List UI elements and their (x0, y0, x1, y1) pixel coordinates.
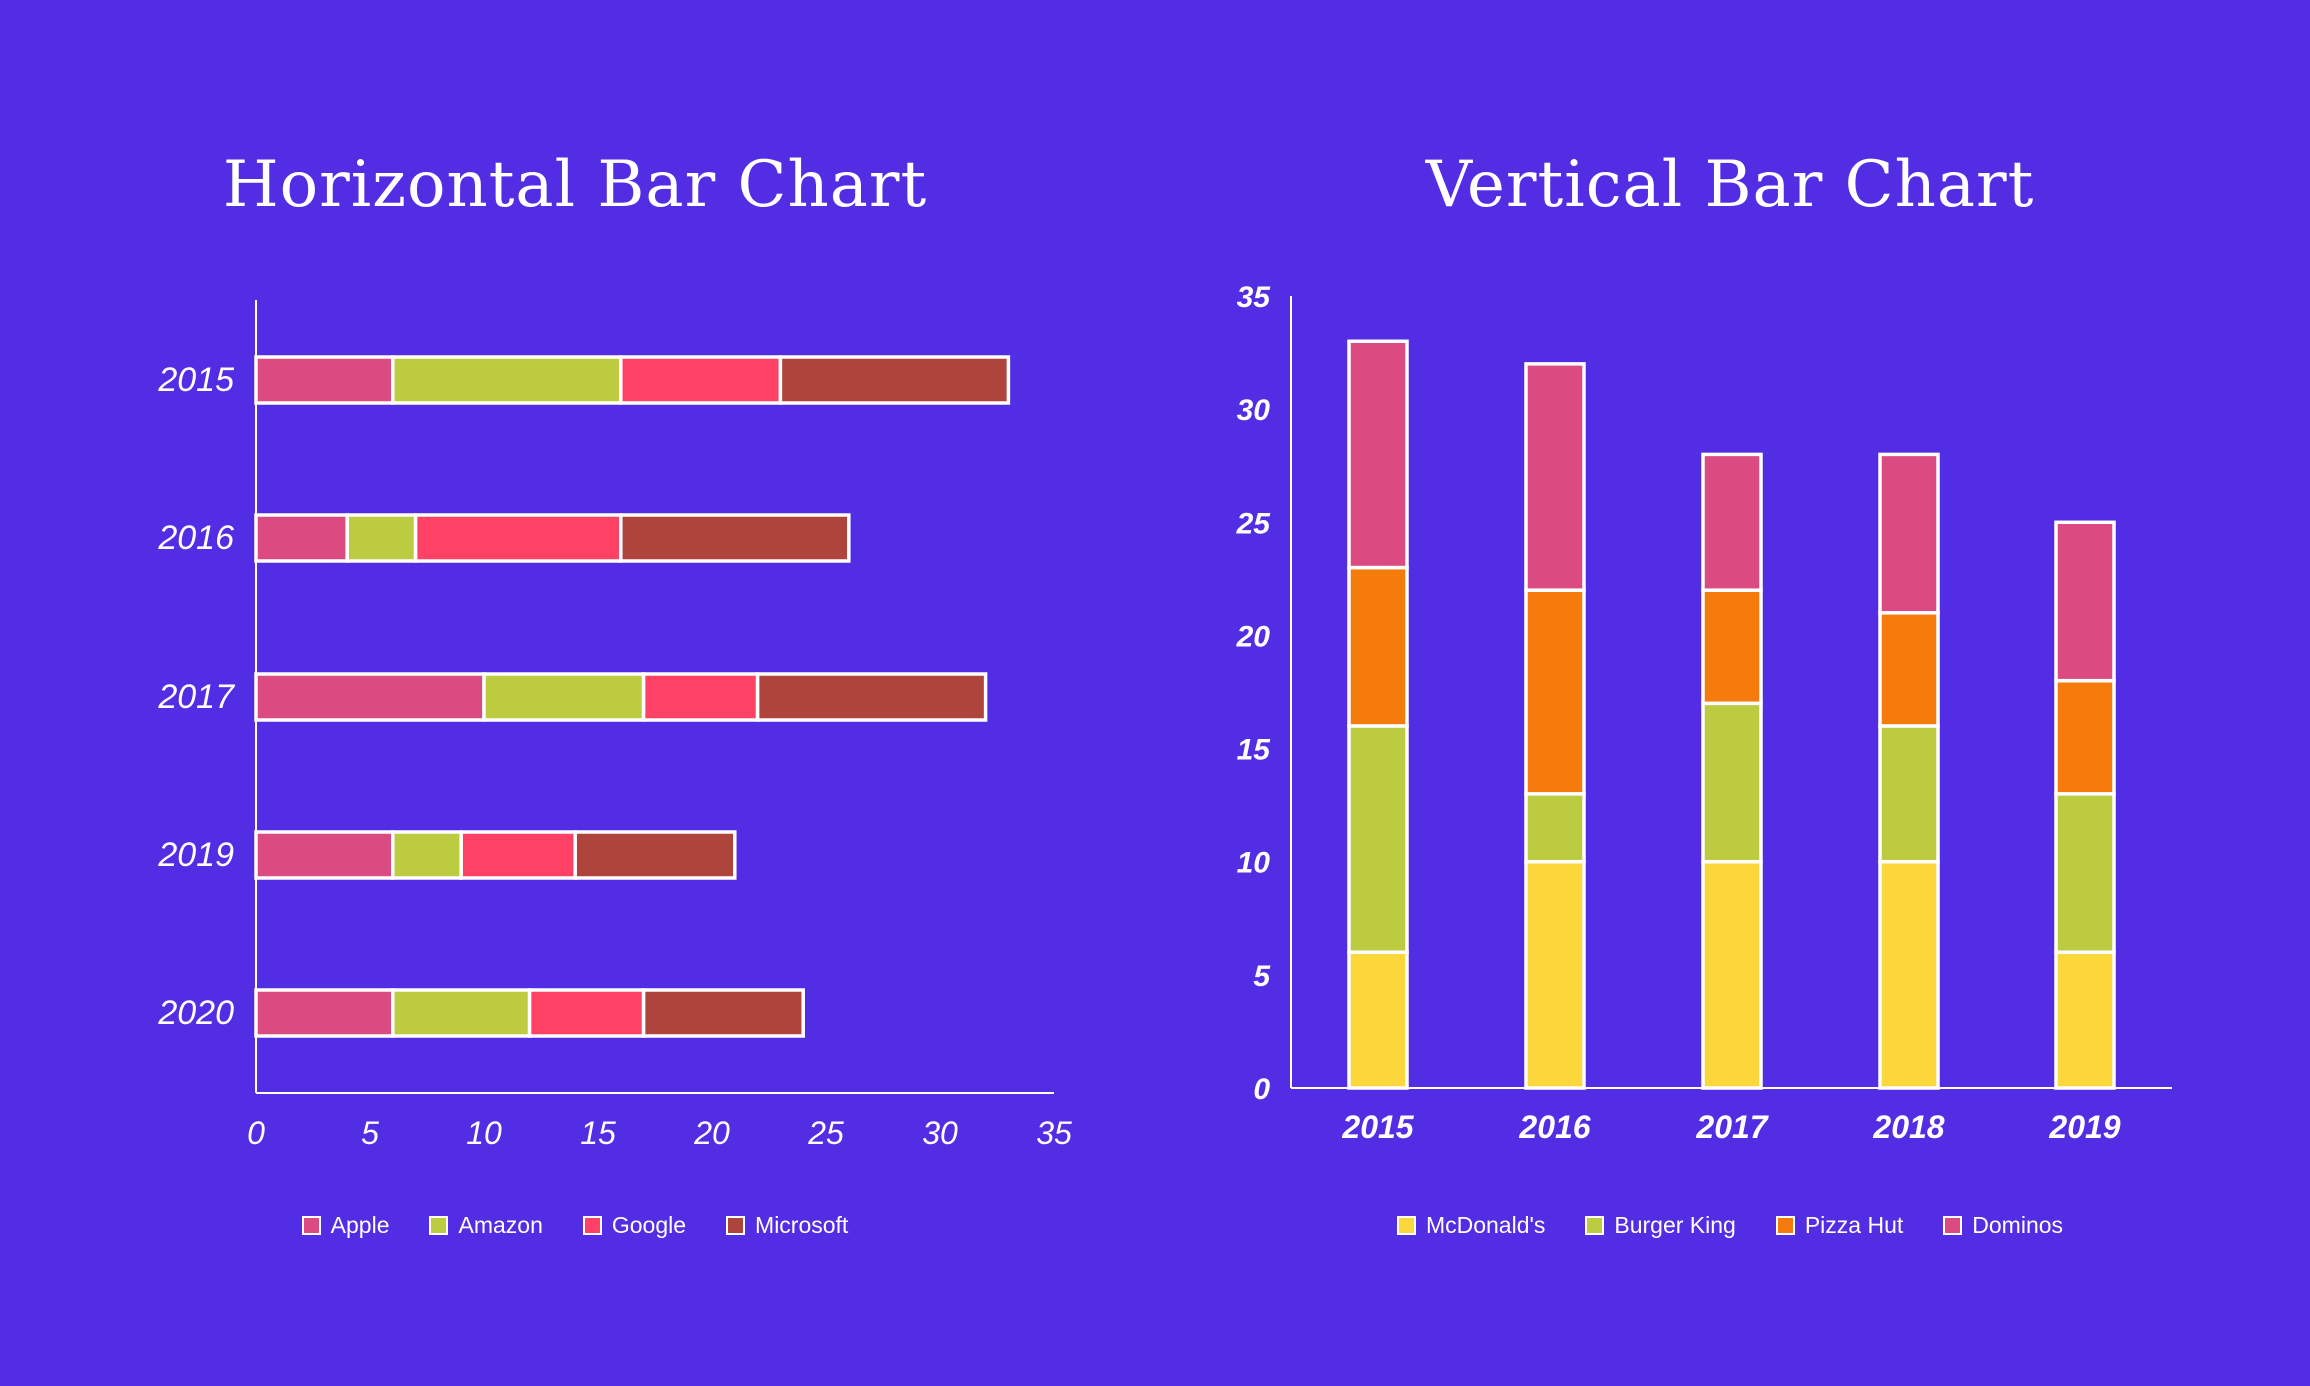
chart-title: Horizontal Bar Chart (222, 148, 928, 222)
bar-segment-apple (254, 988, 395, 1038)
bar-segment-burger-king (2054, 792, 2116, 954)
bar-segment-dominos (1701, 452, 1763, 592)
bar-segment-amazon (482, 672, 646, 722)
bar-segment-pizza-hut (1878, 611, 1940, 728)
legend-item-google: Google (582, 1212, 687, 1239)
x-tick-label: 15 (580, 1115, 616, 1151)
legend-swatch (726, 1216, 746, 1235)
x-tick-label: 2018 (1872, 1109, 1944, 1145)
bar-segment-dominos (1878, 452, 1940, 615)
legend-swatch (582, 1216, 602, 1235)
bar-segment-microsoft (573, 830, 737, 880)
y-tick-label: 2016 (157, 519, 234, 557)
y-tick-label: 25 (1236, 507, 1272, 540)
y-tick-label: 2019 (157, 836, 234, 874)
y-tick-label: 2020 (157, 994, 234, 1032)
bar-segment-microsoft (778, 355, 1011, 405)
bar-segment-microsoft (641, 988, 805, 1038)
bar-segment-apple (254, 513, 349, 563)
bar-segment-google (413, 513, 623, 563)
bar-segment-google (527, 988, 646, 1038)
legend-item-dominos: Dominos (1943, 1212, 2063, 1239)
legend-swatch (1943, 1216, 1963, 1235)
x-tick-label: 20 (693, 1115, 730, 1151)
legend-label: Amazon (458, 1212, 543, 1238)
bar-segment-pizza-hut (1347, 565, 1409, 728)
bar-segment-dominos (1347, 339, 1409, 570)
bar-segment-dominos (1524, 362, 1586, 592)
legend-item-apple: Apple (301, 1212, 390, 1239)
x-tick-label: 0 (247, 1115, 265, 1151)
y-tick-label: 5 (1253, 960, 1271, 993)
legend-swatch (301, 1216, 321, 1235)
bar-segment-amazon (391, 355, 623, 405)
y-tick-label: 35 (1237, 281, 1272, 314)
legend-item-mcdonalds: McDonald's (1396, 1212, 1546, 1239)
y-tick-label: 15 (1237, 734, 1272, 767)
bar-segment-mcdonald-s (2054, 950, 2116, 1090)
legend-item-amazon: Amazon (429, 1212, 543, 1239)
y-tick-label: 2017 (157, 678, 235, 716)
vertical-bar-chart: Vertical Bar Chart 0 5 10 15 20 25 30 35 2015 201… (1150, 0, 2310, 1386)
bar-segment-pizza-hut (1701, 588, 1763, 706)
bar-segment-google (641, 672, 760, 722)
y-tick-label: 30 (1237, 394, 1271, 427)
legend-label: McDonald's (1425, 1212, 1546, 1238)
bar-segment-burger-king (1524, 792, 1586, 864)
chart-title: Vertical Bar Chart (1425, 148, 2035, 222)
legend-label: Apple (330, 1212, 390, 1238)
x-tick-label: 35 (1036, 1115, 1072, 1151)
y-tick-label: 10 (1237, 847, 1271, 880)
bar-segment-burger-king (1347, 724, 1409, 954)
legend-label: Microsoft (755, 1212, 849, 1238)
bar-segment-amazon (345, 513, 418, 563)
legend-label: Google (611, 1212, 687, 1238)
legend-swatch (1775, 1216, 1795, 1235)
legend-label: Burger King (1614, 1212, 1736, 1238)
vertical-bar-chart-plot: 0 5 10 15 20 25 30 35 2015 2016 2017 2018 2019 (1236, 281, 2172, 1145)
bar-segment-amazon (391, 988, 532, 1038)
x-tick-label: 2017 (1695, 1109, 1769, 1145)
legend-swatch (429, 1216, 449, 1235)
bar-segment-burger-king (1878, 724, 1940, 864)
x-tick-label: 10 (466, 1115, 502, 1151)
bar-segment-dominos (2054, 520, 2116, 683)
legend-item-burger-king: Burger King (1585, 1212, 1736, 1239)
legend-label: Pizza Hut (1804, 1212, 1904, 1238)
legend-item-microsoft: Microsoft (726, 1212, 848, 1239)
legend-swatch (1585, 1216, 1605, 1235)
bar-segment-mcdonald-s (1878, 859, 1940, 1090)
y-tick-label: 0 (1253, 1073, 1270, 1106)
bar-segment-mcdonald-s (1524, 859, 1586, 1090)
bar-segment-google (459, 830, 577, 880)
y-tick-label: 20 (1236, 620, 1271, 653)
bar-segment-burger-king (1701, 701, 1763, 864)
y-tick-label: 2015 (157, 361, 234, 399)
bar-segment-google (619, 355, 783, 405)
bar-segment-microsoft (619, 513, 851, 563)
x-tick-label: 30 (922, 1115, 958, 1151)
legend-swatch (1396, 1216, 1416, 1235)
bar-segment-mcdonald-s (1701, 859, 1763, 1090)
x-tick-label: 5 (361, 1115, 379, 1151)
x-tick-label: 2016 (1518, 1109, 1590, 1145)
x-tick-label: 2019 (2048, 1109, 2120, 1145)
legend: Apple Amazon Google Microsoft (0, 1212, 1150, 1239)
bar-segment-apple (254, 830, 395, 880)
x-tick-label: 25 (807, 1115, 844, 1151)
bar-segment-apple (254, 672, 486, 722)
legend-label: Dominos (1972, 1212, 2064, 1238)
horizontal-bar-chart-plot: 0 5 10 15 20 25 30 35 2015 2016 2017 2019 2020 (157, 300, 1072, 1151)
legend-item-pizza-hut: Pizza Hut (1775, 1212, 1904, 1239)
bar-segment-pizza-hut (1524, 588, 1586, 796)
bar-segment-apple (254, 355, 395, 405)
bar-segment-amazon (391, 830, 463, 880)
x-tick-label: 2015 (1341, 1109, 1414, 1145)
bar-segment-pizza-hut (2054, 678, 2116, 796)
bar-segment-microsoft (755, 672, 988, 722)
legend: McDonald's Burger King Pizza Hut Dominos (1150, 1212, 2310, 1239)
bar-segment-mcdonald-s (1347, 950, 1409, 1090)
horizontal-bar-chart: Horizontal Bar Chart 0 5 10 15 20 25 30 35 2015 2… (0, 0, 1150, 1386)
